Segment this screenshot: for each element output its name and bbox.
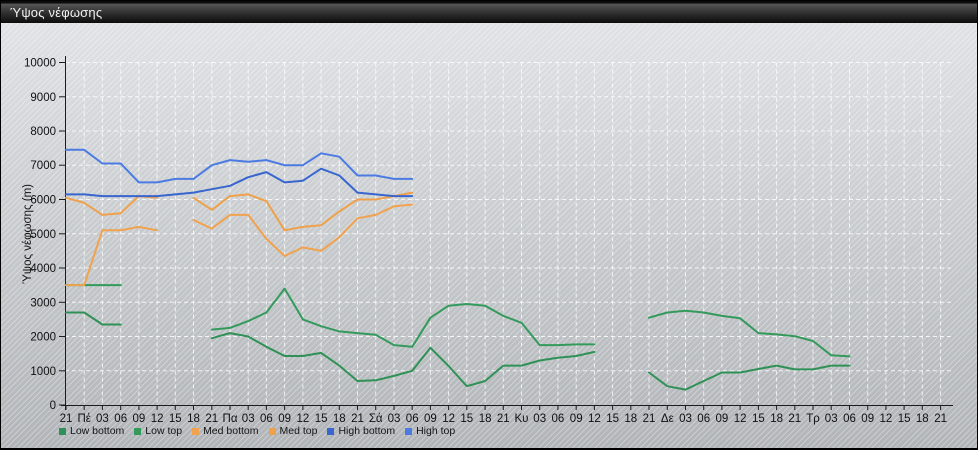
x-tick-label: 12 [297, 413, 310, 425]
legend-swatch [268, 427, 276, 435]
x-tick-label: 06 [260, 413, 273, 425]
y-tick-label: 10000 [24, 58, 56, 70]
chart-svg: 0 1000 2000 3000 4000 5000 6000 7000 8000 9000 100… [22, 56, 953, 425]
legend-item: Low top [134, 425, 182, 437]
legend-label: Low top [145, 425, 183, 437]
x-tick-label: 03 [825, 413, 838, 425]
y-tick-label: 4000 [30, 263, 56, 275]
x-tick-label: 15 [169, 413, 182, 425]
x-tick-label: 12 [588, 413, 601, 425]
legend: Low bottom Low top Med bottom Med top High b… [59, 424, 465, 438]
legend-item: Med top [268, 425, 318, 437]
series-line-low-bottom [65, 311, 851, 391]
x-tick-label: 09 [570, 413, 583, 425]
legend-label: High top [416, 425, 456, 437]
x-tick-label: 03 [242, 413, 255, 425]
x-tick-label: 15 [898, 413, 911, 425]
y-tick-label: 8000 [30, 126, 56, 138]
x-tick-label: 15 [752, 413, 765, 425]
x-tick-label: 03 [679, 413, 692, 425]
x-tick-label: 21 [60, 413, 73, 425]
legend-swatch [405, 427, 413, 435]
legend-swatch [59, 427, 66, 435]
x-tick-label: 21 [351, 413, 364, 425]
legend-item: High bottom [327, 425, 395, 437]
legend-swatch [327, 427, 335, 435]
y-tick-label: 6000 [30, 195, 56, 207]
x-tick-label: 06 [843, 413, 856, 425]
x-tick-label: 09 [424, 413, 437, 425]
y-tick-label: 7000 [30, 160, 56, 172]
x-tick-label: 18 [624, 413, 637, 425]
x-tick-label: 06 [697, 413, 710, 425]
x-tick-label: 21 [497, 413, 510, 425]
chart-area: 0 1000 2000 3000 4000 5000 6000 7000 8000 9000 100… [1, 23, 977, 448]
x-tick-label: Τρ [806, 413, 820, 425]
x-tick-label: 21 [643, 413, 656, 425]
x-tick-label: 06 [406, 413, 419, 425]
x-tick-label: Δε [661, 413, 674, 425]
x-tick-label: 18 [916, 413, 929, 425]
x-tick-label: 12 [880, 413, 893, 425]
y-tick-label: 1000 [30, 366, 56, 378]
series-line-low-top [65, 284, 851, 358]
y-tick-label: 9000 [30, 92, 56, 104]
legend-label: Med bottom [203, 425, 259, 437]
legend-label: Low bottom [70, 425, 125, 437]
x-tick-label: Κυ [515, 413, 529, 425]
x-tick-label: 18 [333, 413, 346, 425]
legend-item: High top [405, 425, 455, 437]
x-tick-label: 03 [533, 413, 546, 425]
series-line-high-bottom [65, 167, 414, 198]
legend-item: Med bottom [192, 425, 259, 437]
window-titlebar[interactable]: Ύψος νέφωσης [1, 1, 977, 23]
x-tick-label: 18 [770, 413, 783, 425]
y-axis-title: Ύψος νέφωσης (m) [22, 184, 34, 284]
x-tick-label: 18 [187, 413, 200, 425]
legend-swatch [134, 427, 142, 435]
x-tick-label: 12 [734, 413, 747, 425]
x-tick-label: 21 [205, 413, 218, 425]
x-tick-label: Πα [223, 413, 238, 425]
x-tick-label: 03 [96, 413, 109, 425]
x-tick-label: 09 [133, 413, 146, 425]
x-tick-label: 15 [606, 413, 619, 425]
x-tick-label: 18 [479, 413, 492, 425]
x-tick-label: 15 [460, 413, 473, 425]
y-tick-label: 3000 [30, 297, 56, 309]
x-tick-label: 12 [442, 413, 455, 425]
x-tick-label: 21 [788, 413, 801, 425]
x-tick-label: 06 [552, 413, 565, 425]
legend-label: High bottom [338, 425, 396, 437]
x-tick-label: Σά [369, 413, 383, 425]
y-tick-label: 5000 [30, 229, 56, 241]
x-tick-label: 12 [151, 413, 164, 425]
x-tick-label: 09 [716, 413, 729, 425]
x-tick-label: 21 [934, 413, 947, 425]
y-tick-label: 2000 [30, 332, 56, 344]
legend-label: Med top [279, 425, 318, 437]
legend-swatch [192, 427, 200, 435]
x-tick-label: 03 [388, 413, 401, 425]
legend-item: Low bottom [59, 425, 124, 437]
x-tick-label: 09 [861, 413, 874, 425]
x-tick-label: 06 [114, 413, 127, 425]
x-tick-label: 09 [278, 413, 291, 425]
y-tick-label: 0 [50, 400, 56, 412]
window-title: Ύψος νέφωσης [10, 4, 103, 20]
series-line-high-top [65, 148, 414, 184]
series-line-med-top [65, 191, 414, 232]
series-line-med-bottom [65, 203, 414, 287]
x-tick-label: 15 [315, 413, 328, 425]
x-tick-label: Πέ [77, 413, 90, 425]
